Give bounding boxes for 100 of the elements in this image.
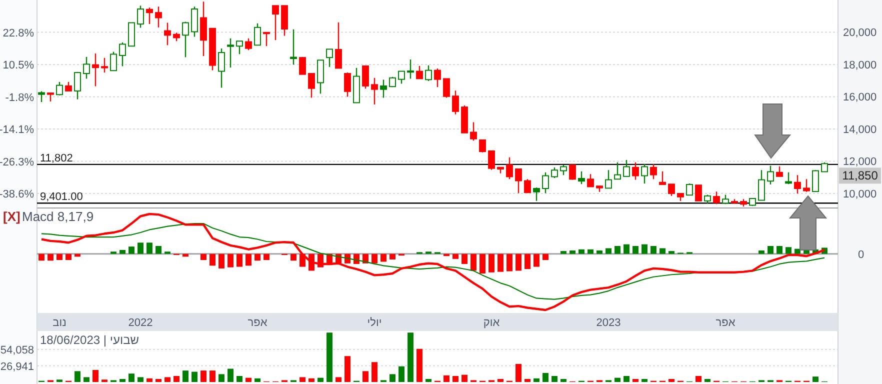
bar — [228, 368, 234, 382]
y-tick-label: 16,000 — [843, 92, 877, 104]
bar — [416, 348, 422, 382]
bar — [812, 376, 818, 382]
bar — [254, 254, 260, 261]
bar — [264, 254, 270, 260]
bar — [120, 378, 126, 382]
bar — [408, 332, 414, 382]
bar — [300, 377, 306, 382]
candlestick — [821, 162, 828, 172]
candlestick — [110, 51, 117, 72]
bar — [84, 377, 90, 382]
bar — [516, 364, 522, 382]
bar — [372, 254, 378, 264]
bar — [462, 374, 468, 382]
x-tick-label: אפר — [248, 317, 268, 329]
bar — [632, 378, 638, 382]
bar — [182, 370, 188, 382]
bar — [462, 254, 468, 264]
y-tick-label: 20,000 — [843, 27, 877, 40]
bar — [120, 250, 126, 254]
candlestick — [218, 48, 225, 88]
x-tick-label: נוב — [52, 317, 66, 329]
x-tick-label: 2022 — [128, 317, 153, 329]
bar — [426, 378, 432, 382]
bar — [768, 246, 774, 254]
bar — [480, 254, 486, 274]
candlestick — [344, 72, 351, 98]
bar — [210, 370, 216, 382]
candlestick — [101, 57, 108, 74]
bar — [128, 374, 134, 382]
candlestick — [713, 190, 720, 205]
candlestick — [686, 182, 693, 196]
bar — [318, 378, 324, 382]
candlestick — [560, 164, 567, 176]
candlestick — [146, 6, 153, 25]
bar — [542, 254, 548, 260]
candlestick — [776, 166, 783, 177]
candlestick — [254, 22, 261, 46]
bar — [668, 251, 674, 254]
bar — [200, 370, 206, 382]
bar — [156, 246, 162, 254]
candlestick — [362, 65, 369, 90]
candlestick — [524, 178, 531, 194]
bar — [498, 378, 504, 382]
candlestick — [434, 68, 441, 88]
candlestick — [191, 6, 198, 38]
bar — [624, 376, 630, 382]
candlestick — [785, 172, 792, 185]
candlestick — [371, 77, 378, 106]
bar — [776, 246, 782, 254]
bar — [632, 246, 638, 254]
y-tick-label: 18,000 — [843, 59, 877, 72]
bar — [560, 378, 566, 382]
bar — [192, 372, 198, 382]
bar — [452, 376, 458, 382]
y-tick-label: 54,058 — [0, 344, 34, 356]
candlestick — [398, 70, 405, 84]
candlestick — [578, 170, 585, 185]
bar — [650, 246, 656, 254]
bar — [218, 254, 224, 268]
bar — [506, 254, 512, 272]
bar — [390, 254, 396, 260]
y-tick-label: 14,000 — [843, 124, 877, 136]
y2-tick-label: 22.8% — [2, 27, 34, 40]
bar — [444, 375, 450, 382]
candlestick — [56, 81, 63, 96]
candlestick — [164, 22, 171, 46]
candlestick — [272, 5, 279, 41]
bar — [624, 244, 630, 254]
bar — [254, 378, 260, 382]
bar — [498, 254, 504, 272]
bar — [470, 254, 476, 271]
bar — [614, 246, 620, 254]
candlestick — [533, 186, 540, 202]
bar — [696, 376, 702, 382]
text: 0 — [858, 248, 864, 261]
bar — [570, 250, 576, 254]
candlestick — [650, 163, 657, 180]
bar — [542, 372, 548, 382]
bar — [534, 254, 540, 267]
candlestick — [326, 48, 333, 68]
candlestick — [245, 38, 252, 51]
bar — [614, 378, 620, 382]
y-tick-label: 26,941 — [0, 360, 34, 373]
bar — [236, 376, 242, 382]
candlestick — [308, 72, 315, 98]
bar — [56, 254, 62, 260]
candlestick — [407, 58, 414, 80]
bar — [228, 254, 234, 268]
candlestick — [506, 156, 513, 180]
candlestick — [299, 56, 306, 75]
bar — [290, 254, 296, 261]
bar — [156, 378, 162, 382]
bar — [138, 242, 144, 254]
candlestick — [623, 159, 630, 177]
bar — [786, 247, 792, 254]
bar — [516, 254, 522, 271]
candlestick — [443, 78, 450, 98]
bar — [38, 254, 44, 261]
